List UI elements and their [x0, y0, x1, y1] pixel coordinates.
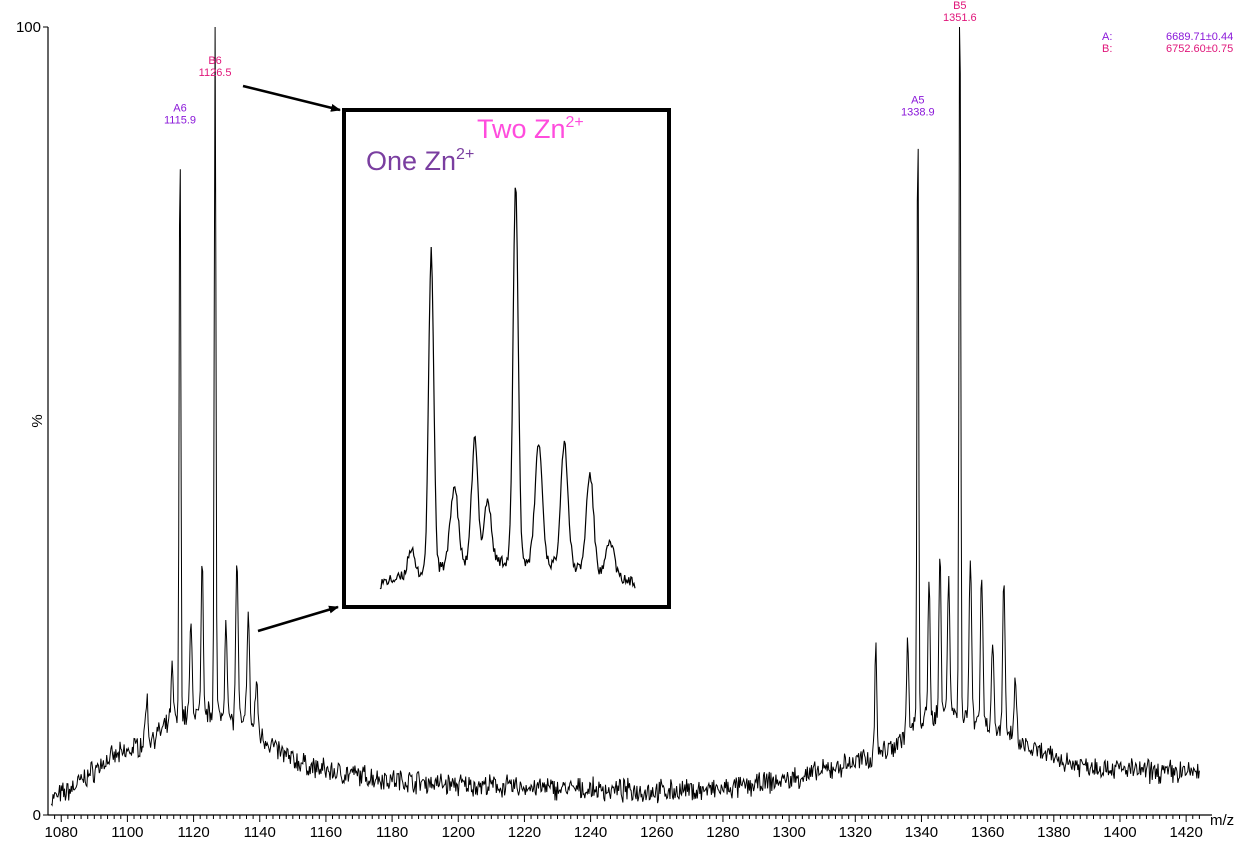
x-tick-label: 1400 — [1103, 824, 1136, 841]
x-tick-label: 1240 — [574, 824, 607, 841]
x-tick-label: 1300 — [772, 824, 805, 841]
x-tick-label: 1140 — [244, 824, 276, 841]
x-tick-label: 1280 — [706, 824, 739, 841]
x-tick-label: 1340 — [905, 824, 938, 841]
x-tick-label: 1220 — [508, 824, 541, 841]
peak-label-a6: A6 — [173, 102, 186, 114]
inset-spectrum-line — [379, 187, 636, 590]
y-ticks: 0 100 — [16, 19, 48, 824]
x-tick-label: 1080 — [45, 824, 78, 841]
mass-value-a: 6689.71±0.44 — [1166, 31, 1233, 43]
y-axis-label: % — [29, 414, 46, 427]
peak-label-a5: A5 — [911, 95, 924, 107]
peak-label-b6: B6 — [208, 55, 221, 67]
axes: 1080 1100 1120 1140 1160 1180 1200 1220 1240 1260… — [16, 19, 1234, 841]
peak-mz-b5: 1351.6 — [943, 12, 977, 24]
one-zn-text: One Zn — [366, 146, 456, 176]
x-tick-label: 1380 — [1037, 824, 1070, 841]
one-zn-label: One Zn2+ — [366, 146, 474, 176]
y-tick-label: 100 — [16, 19, 41, 36]
x-tick-label: 1200 — [442, 824, 475, 841]
zoom-inset: One Zn2+ Two Zn2+ — [342, 108, 671, 609]
zoom-arrow-bottom — [257, 605, 339, 633]
mass-key-b: B: — [1102, 43, 1112, 55]
x-tick-label: 1320 — [839, 824, 872, 841]
two-zn-label: Two Zn2+ — [477, 114, 584, 144]
x-ticks: 1080 1100 1120 1140 1160 1180 1200 1220 1240 1260… — [45, 815, 1203, 841]
x-tick-label: 1420 — [1169, 824, 1202, 841]
x-tick-label: 1180 — [376, 824, 408, 841]
x-tick-label: 1360 — [971, 824, 1004, 841]
inset-frame — [342, 108, 671, 609]
x-tick-label: 1100 — [111, 824, 143, 841]
peak-mz-b6: 1126.5 — [199, 67, 232, 79]
spectrum-line — [50, 26, 1200, 807]
mass-legend: A: 6689.71±0.44 B: 6752.60±0.75 — [1102, 31, 1233, 55]
x-tick-label: 1260 — [640, 824, 673, 841]
peak-mz-a5: 1338.9 — [901, 107, 935, 119]
peak-mz-a6: 1115.9 — [164, 114, 196, 126]
x-axis-label: m/z — [1210, 812, 1234, 829]
x-tick-label: 1120 — [177, 824, 209, 841]
two-zn-superscript: 2+ — [566, 114, 584, 131]
two-zn-text: Two Zn — [477, 114, 566, 144]
y-tick-label: 0 — [33, 807, 41, 824]
peak-label-b5: B5 — [953, 0, 966, 12]
x-tick-label: 1160 — [310, 824, 342, 841]
mass-value-b: 6752.60±0.75 — [1166, 43, 1233, 55]
mass-key-a: A: — [1102, 31, 1112, 43]
one-zn-superscript: 2+ — [456, 146, 474, 163]
zoom-arrow-top — [242, 84, 341, 112]
